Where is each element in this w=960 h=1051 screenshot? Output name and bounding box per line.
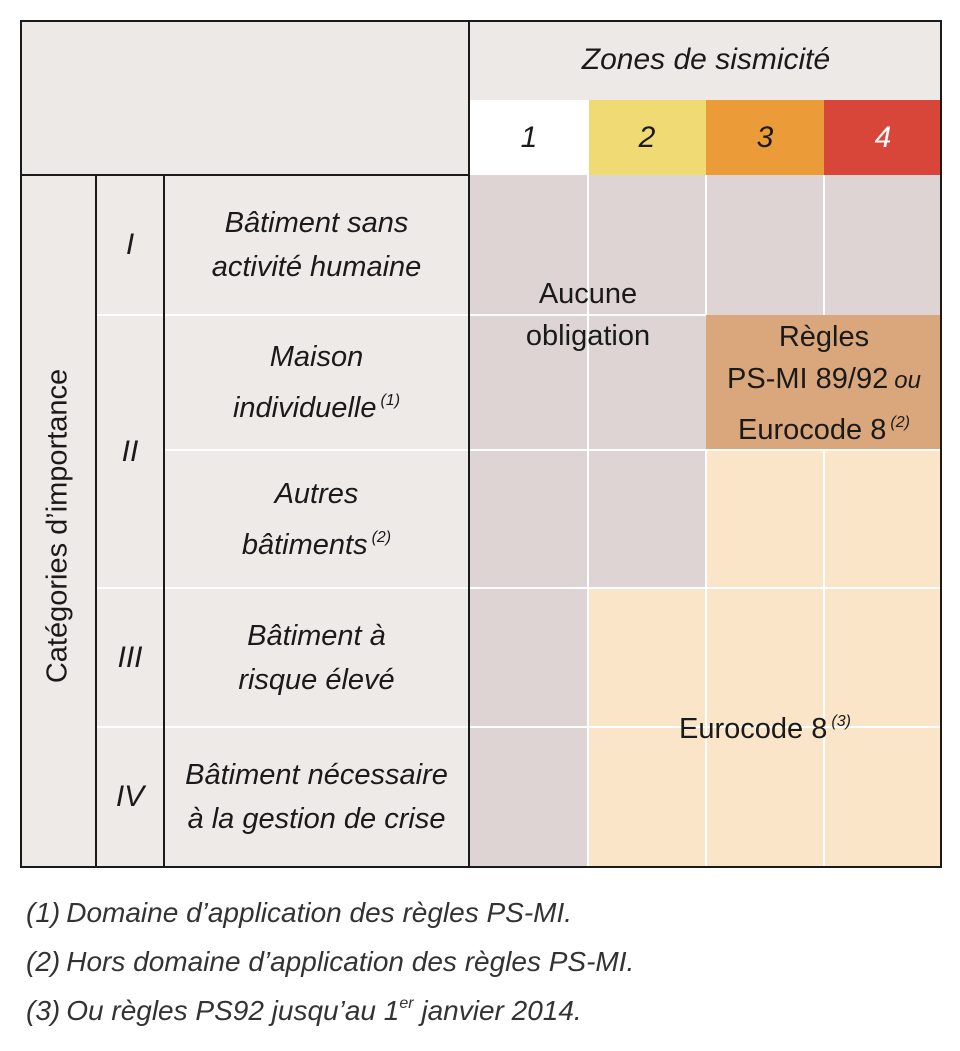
rule-line: PS-MI 89/92 <box>727 362 889 395</box>
grid-line <box>470 726 942 728</box>
building-line: Bâtiment nécessaire <box>185 759 448 791</box>
building-label: Bâtiment à risque élevé <box>165 588 468 727</box>
footnote-sup: er <box>399 995 414 1012</box>
zones-title-cell <box>470 20 942 100</box>
building-line: à la gestion de crise <box>187 803 446 835</box>
border <box>163 175 165 868</box>
grid-line <box>96 314 470 316</box>
building-label: Autres bâtiments (2) <box>165 450 468 588</box>
footnote-ref: (2) <box>371 528 392 546</box>
footnote-ref: (3) <box>831 712 851 730</box>
footnote-text: Ou règles PS92 jusqu’au 1 <box>66 995 400 1026</box>
zone-2-swatch <box>588 100 706 175</box>
border <box>95 175 97 868</box>
grey-zone-2-upper <box>588 175 706 588</box>
grid-line <box>470 449 942 451</box>
rule-line: obligation <box>525 320 651 352</box>
zone-1-label: 1 <box>520 120 538 154</box>
building-label: Maison individuelle (1) <box>165 315 468 450</box>
psmi-rules-label: Règles PS-MI 89/92 ou Eurocode 8 (2) <box>706 318 942 448</box>
categories-title: Catégories d’importance <box>41 368 74 684</box>
grey-zone-1 <box>470 175 588 868</box>
zone-3-label: 3 <box>756 120 774 154</box>
building-line: individuelle <box>232 392 377 424</box>
building-line: Maison <box>269 341 364 373</box>
category-roman-4: IV <box>115 780 145 813</box>
building-line: Bâtiment à <box>247 619 386 652</box>
zone-1-swatch <box>470 100 588 175</box>
border <box>20 866 942 868</box>
zone-4-label: 4 <box>874 120 892 154</box>
footnote-text: janvier 2014. <box>413 995 582 1026</box>
grid-line <box>823 175 825 315</box>
footnote-ref: (1) <box>380 392 401 409</box>
grid-line <box>823 450 825 868</box>
border <box>940 20 942 868</box>
footnote-ref: (2) <box>890 413 910 431</box>
grid-line <box>164 449 470 451</box>
border <box>20 20 22 868</box>
grid-line <box>705 450 707 868</box>
rule-line: Règles <box>778 320 870 353</box>
category-roman-1: I <box>125 228 135 261</box>
building-line: risque élevé <box>238 663 395 696</box>
no-obligation-label: Aucune obligation <box>470 270 706 360</box>
grid-line <box>587 100 589 868</box>
zone-2-label: 2 <box>638 120 656 154</box>
building-label: Bâtiment nécessaire à la gestion de crise <box>165 727 468 867</box>
rule-line: Aucune <box>538 278 638 310</box>
building-label: Bâtiment sans activité humaine <box>165 175 468 315</box>
category-roman-3: III <box>117 640 143 674</box>
grid-line <box>96 587 470 589</box>
grid-line <box>470 314 706 316</box>
beige-zone-2-lower <box>588 588 706 868</box>
border <box>20 174 470 176</box>
header-left-cell <box>20 20 470 175</box>
zones-title: Zones de sismicité <box>581 43 831 76</box>
psmi-rules-cell <box>706 315 942 450</box>
rule-or: ou <box>894 366 921 394</box>
eurocode-label: Eurocode 8 (3) <box>588 700 942 750</box>
building-line: bâtiments <box>241 528 368 561</box>
grid-line <box>470 587 942 589</box>
grid-line <box>705 175 707 315</box>
rule-line: Eurocode 8 <box>738 413 887 446</box>
footnote-num: (3) <box>26 995 61 1026</box>
footnote-2: (2) Hors domaine d’application des règles… <box>26 946 634 978</box>
category-roman-2: II <box>121 434 139 468</box>
border <box>468 20 470 868</box>
rule-line: Eurocode 8 <box>679 712 828 745</box>
footnote-3: (3) Ou règles PS92 jusqu’au 1er janvier 2… <box>26 995 582 1027</box>
footnote-num: (1) <box>26 897 61 928</box>
footnote-1: (1) Domaine d’application des règles PS-M… <box>26 897 572 929</box>
zone-4-swatch <box>824 100 942 175</box>
grid-line <box>96 726 470 728</box>
building-line: Autres <box>274 477 359 510</box>
footnote-text: Hors domaine d’application des règles PS… <box>66 946 635 977</box>
zone-3-swatch <box>706 100 824 175</box>
building-line: Bâtiment sans <box>224 207 409 239</box>
building-line: activité humaine <box>211 251 422 283</box>
border <box>20 20 942 22</box>
footnote-num: (2) <box>26 946 61 977</box>
footnote-text: Domaine d’application des règles PS-MI. <box>66 897 573 928</box>
